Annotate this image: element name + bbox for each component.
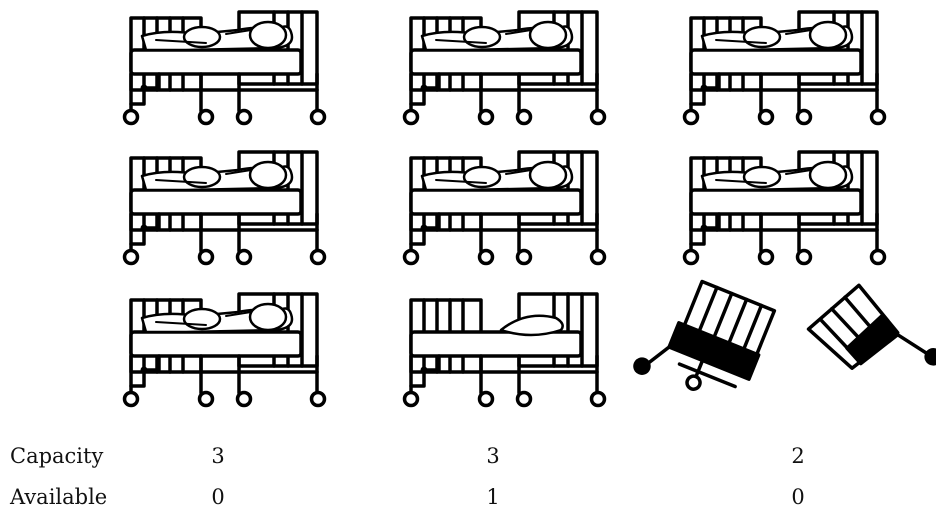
ward-1-available: 0 (211, 485, 225, 509)
ward-2-available: 1 (486, 485, 500, 509)
occupied-bed-icon (402, 150, 607, 266)
empty-bed-icon (402, 292, 607, 408)
capacity-label: Capacity (10, 444, 104, 468)
ward-2-capacity: 3 (486, 444, 500, 468)
occupied-bed-icon (682, 10, 887, 126)
ward-3-available: 0 (791, 485, 805, 509)
occupied-bed-icon (122, 10, 327, 126)
occupied-bed-icon (682, 150, 887, 266)
occupied-bed-icon (122, 150, 327, 266)
ward-3-capacity: 2 (791, 444, 805, 468)
bed-grid (122, 10, 936, 408)
ward-1-capacity: 3 (211, 444, 225, 468)
occupied-bed-icon (122, 292, 327, 408)
occupied-bed-icon (402, 10, 607, 126)
broken-bed-icon (633, 279, 936, 391)
available-label: Available (10, 485, 108, 509)
